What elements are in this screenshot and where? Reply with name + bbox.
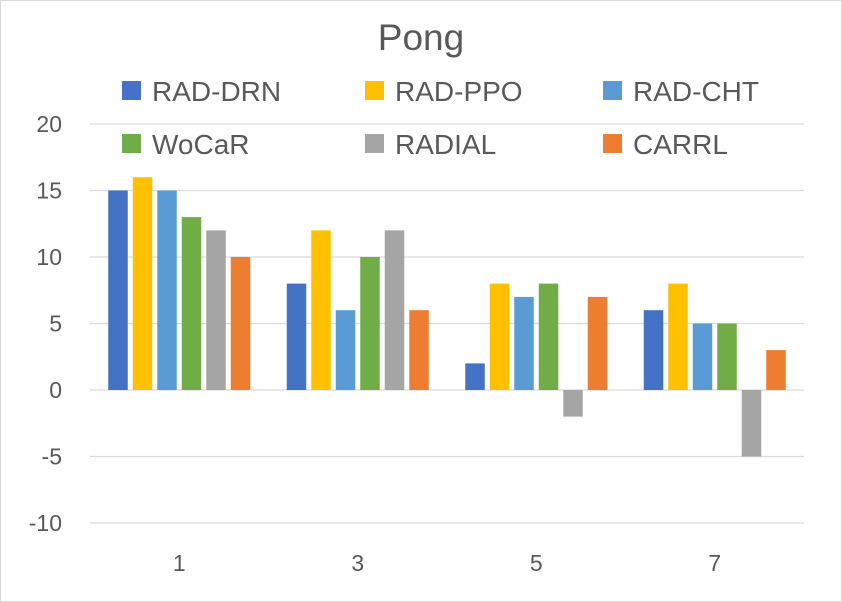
legend-label-rad-cht: RAD-CHT [633, 76, 759, 107]
legend-swatch-rad-cht [603, 81, 622, 100]
legend-label-carrl: CARRL [633, 129, 728, 160]
y-tick-label: 15 [36, 178, 62, 204]
bar-radial-1 [206, 230, 226, 390]
x-tick-label: 5 [530, 550, 543, 576]
y-tick-label: 0 [49, 377, 62, 403]
legend-label-radial: RADIAL [395, 129, 496, 160]
bar-rad-cht-7 [692, 323, 713, 390]
legend-swatch-radial [365, 134, 384, 153]
bar-rad-cht-1 [157, 190, 177, 390]
bar-rad-drn-5 [465, 363, 485, 390]
bar-rad-drn-3 [286, 283, 307, 390]
y-axis-ticks: -10 -5 0 5 10 15 20 [29, 111, 62, 536]
x-tick-label: 7 [708, 550, 721, 576]
bar-carrl-1 [230, 257, 251, 390]
legend-label-rad-drn: RAD-DRN [152, 76, 281, 107]
bar-rad-ppo-3 [311, 230, 331, 390]
x-tick-label: 1 [173, 550, 186, 576]
bars [108, 177, 786, 457]
bar-rad-drn-1 [108, 190, 128, 390]
bar-carrl-7 [766, 350, 786, 390]
bar-radial-3 [384, 230, 405, 390]
x-axis-ticks: 1 3 5 7 [173, 550, 721, 576]
legend-swatch-wocar [122, 134, 141, 153]
bar-wocar-5 [538, 283, 559, 390]
x-tick-label: 3 [351, 550, 364, 576]
legend-label-rad-ppo: RAD-PPO [395, 76, 523, 107]
y-tick-label: 20 [36, 111, 62, 137]
legend-swatch-carrl [603, 134, 622, 153]
bar-carrl-5 [587, 296, 608, 390]
chart-title: Pong [378, 17, 464, 58]
y-tick-label: 10 [36, 244, 62, 270]
bar-rad-ppo-5 [489, 283, 510, 390]
y-tick-label: -5 [42, 444, 62, 470]
bar-wocar-1 [181, 217, 202, 390]
bar-carrl-3 [409, 310, 429, 390]
legend-label-wocar: WoCaR [152, 129, 250, 160]
bar-rad-ppo-1 [132, 177, 153, 390]
legend-swatch-rad-ppo [365, 81, 384, 100]
bar-rad-ppo-7 [668, 283, 688, 390]
bar-rad-drn-7 [643, 310, 664, 390]
bar-rad-cht-3 [335, 310, 356, 390]
legend: RAD-DRN RAD-PPO RAD-CHT WoCaR RADIAL CARRL [122, 76, 759, 160]
y-tick-label: -10 [29, 510, 62, 536]
bar-wocar-3 [360, 257, 380, 390]
bar-rad-cht-5 [514, 296, 534, 390]
bar-radial-5 [563, 390, 583, 417]
y-tick-label: 5 [49, 311, 62, 337]
legend-swatch-rad-drn [122, 81, 141, 100]
bar-radial-7 [741, 390, 762, 457]
bar-wocar-7 [717, 323, 737, 390]
